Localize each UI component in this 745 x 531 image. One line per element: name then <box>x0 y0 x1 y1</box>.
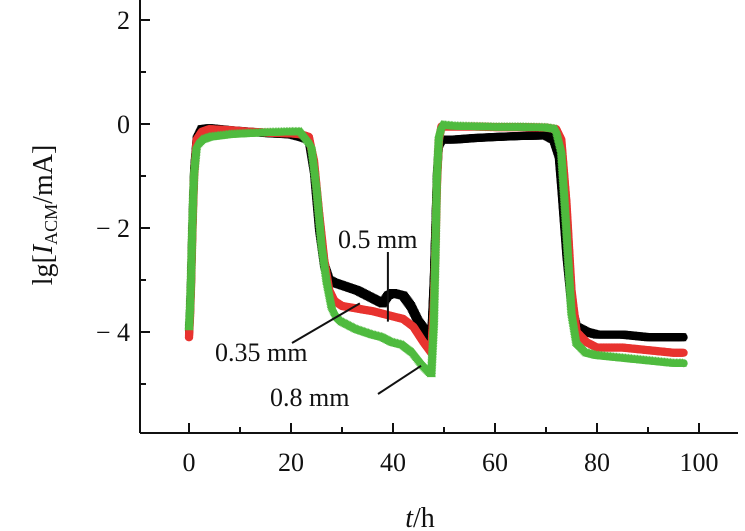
data-point <box>679 333 688 342</box>
annotation-line-0.35mm <box>291 302 361 344</box>
annotation-label-0.8mm: 0.8 mm <box>270 383 349 412</box>
y-tick-label: 2 <box>117 6 130 35</box>
x-tick-label: 100 <box>680 448 719 477</box>
y-tick-label: 0 <box>117 110 130 139</box>
y-tick-label: − 4 <box>96 318 130 347</box>
data-point <box>679 348 688 357</box>
series-layer <box>184 120 688 378</box>
annotation-line-0.8mm <box>377 364 422 395</box>
annotations: 0.5 mm 0.35 mm 0.8 mm <box>215 225 422 412</box>
x-tick-label: 20 <box>278 448 304 477</box>
axes-layer <box>139 0 738 434</box>
series-0.8mm <box>184 120 688 378</box>
x-tick-label: 40 <box>380 448 406 477</box>
y-axis-title: lg[IACM/mA] <box>28 145 61 286</box>
annotation-label-0.35mm: 0.35 mm <box>215 338 307 367</box>
tick-labels: 20− 2− 40 20 40 60 80 100 <box>96 6 719 477</box>
annotation-label-0.5mm: 0.5 mm <box>338 225 417 254</box>
x-axis-title: t/h <box>405 503 435 531</box>
y-tick-label: − 2 <box>96 214 130 243</box>
data-point <box>679 359 688 368</box>
x-tick-label: 60 <box>482 448 508 477</box>
x-tick-label: 0 <box>183 448 196 477</box>
x-tick-label: 80 <box>584 448 610 477</box>
